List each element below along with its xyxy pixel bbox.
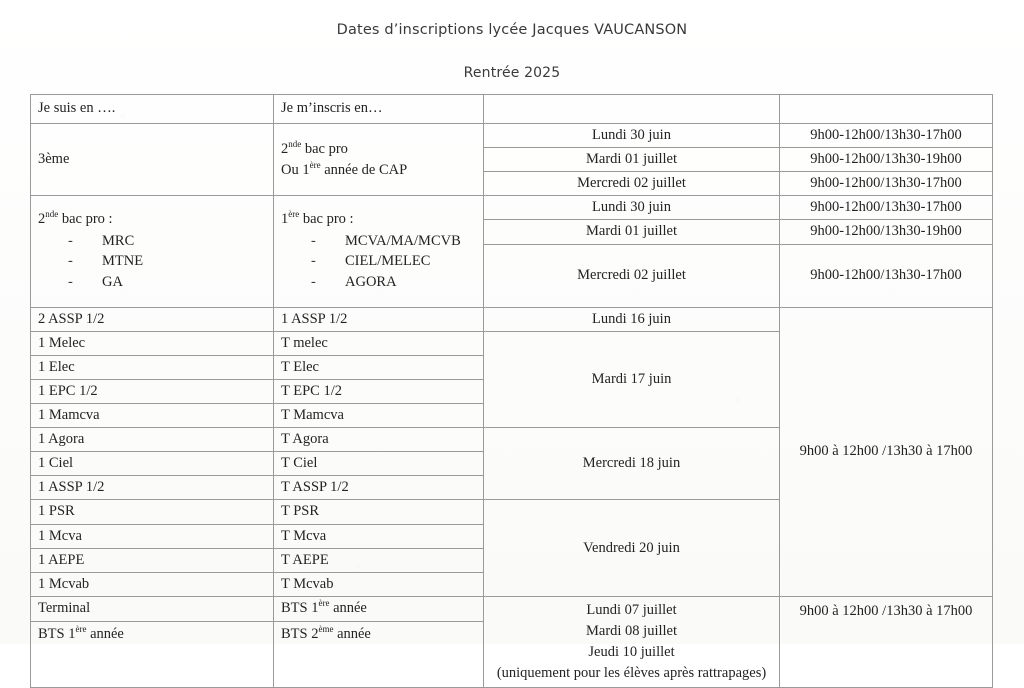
table-row: 1 Ciel T Ciel [30, 451, 993, 477]
cell-to: T PSR [273, 499, 484, 525]
cell-to: T Mcvab [273, 571, 484, 597]
cell-date: Lundi 07 juillet [586, 601, 677, 618]
table-row: 1 Mcvab T Mcvab [30, 571, 993, 597]
cell-time: 9h00-12h00/13h30-17h00 [779, 171, 993, 197]
cell-date: Vendredi 20 juin [483, 499, 780, 597]
to-line-2: Ou 1ère année de CAP [281, 159, 408, 178]
table-row: 1 Mamcva T Mamcva [30, 402, 993, 429]
cell-from: 1 Elec [30, 354, 274, 380]
cell-time: 9h00-12h00/13h30-17h00 [779, 195, 993, 221]
cell-time: 9h00-12h00/13h30-17h00 [779, 243, 993, 308]
cell-from: 1 Mcva [30, 523, 274, 549]
to-line-1: 2nde bac pro [281, 138, 348, 157]
list-item: MTNE [68, 251, 266, 272]
cell-from: 1 ASSP 1/2 [30, 475, 274, 501]
cell-date: Lundi 16 juin [483, 306, 780, 332]
table-row: Mercredi 02 juillet 9h00-12h00/13h30-17h… [31, 171, 993, 197]
table-row: 1 Melec T melec Mardi 17 juin [30, 330, 993, 429]
cell-to: T AEPE [273, 547, 484, 573]
cell-to: T Mcva [273, 523, 484, 549]
cell-from: 1 EPC 1/2 [30, 378, 274, 404]
document-page: Dates d’inscriptions lycée Jacques VAUCA… [0, 0, 1024, 644]
cell-from-terminal: Terminal [30, 595, 274, 622]
cell-time-bts: 9h00 à 12h00 /13h30 à 17h00 [779, 595, 993, 688]
table-header-row: Je suis en …. Je m’inscris en… [30, 94, 993, 124]
cell-date: Mercredi 02 juillet [483, 243, 780, 308]
from-options-list: MRC MTNE GA [38, 231, 266, 293]
list-item: GA [68, 272, 266, 293]
list-item: MCVA/MA/MCVB [311, 231, 476, 252]
cell-from: 1 Ciel [30, 451, 274, 477]
cell-date-note: (uniquement pour les élèves après rattra… [496, 664, 767, 681]
header-cell-je-minscris-en: Je m’inscris en… [273, 94, 484, 124]
table-row: 1 AEPE T AEPE [30, 547, 993, 573]
cell-from: 1 Mamcva [30, 402, 274, 429]
table-row: 1 Agora T Agora Mercredi 18 juin [30, 427, 993, 501]
cell-from-3eme: 3ème [30, 122, 274, 197]
title-block: Dates d’inscriptions lycée Jacques VAUCA… [0, 22, 1024, 81]
list-item: AGORA [311, 272, 476, 293]
cell-time-shared: 9h00 à 12h00 /13h30 à 17h00 [779, 306, 993, 597]
group-title: 1ère bac pro : [281, 209, 354, 228]
table-row: 1 ASSP 1/2 T ASSP 1/2 [30, 475, 993, 501]
table-row: 2 ASSP 1/2 1 ASSP 1/2 Lundi 16 juin 9h00… [30, 306, 993, 597]
table-row: 3ème 2nde bac pro Ou 1ère année de CAP L… [30, 122, 993, 197]
table-row: Terminal BTS 1ère année Lundi 07 juillet… [30, 595, 993, 688]
table-row: Mardi 01 juillet 9h00-12h00/13h30-19h00 [31, 147, 993, 173]
schedule-table: Je suis en …. Je m’inscris en… 3ème 2nde… [30, 94, 993, 688]
cell-to: T Elec [273, 354, 484, 380]
table-row: Mercredi 02 juillet 9h00-12h00/13h30-17h… [31, 243, 993, 308]
cell-date-group-bts: Lundi 07 juillet Mardi 08 juillet Jeudi … [483, 595, 780, 688]
cell-date: Jeudi 10 juillet [588, 643, 675, 660]
to-options-list: MCVA/MA/MCVB CIEL/MELEC AGORA [281, 231, 476, 293]
cell-date: Mercredi 02 juillet [483, 171, 780, 197]
cell-from: 1 Mcvab [30, 571, 274, 597]
cell-date: Mardi 08 juillet [585, 622, 677, 639]
cell-to: T ASSP 1/2 [273, 475, 484, 501]
header-cell-horaires [779, 94, 993, 124]
cell-from: 1 PSR [30, 499, 274, 525]
table-row: 2nde bac pro : MRC MTNE GA 1ère bac pro … [30, 195, 993, 308]
cell-to-bts2: BTS 2ème année [273, 620, 484, 688]
page-title: Dates d’inscriptions lycée Jacques VAUCA… [336, 22, 688, 38]
cell-to-bts1: BTS 1ère année [273, 595, 484, 622]
cell-to: T Ciel [273, 451, 484, 477]
table-row: 1 EPC 1/2 T EPC 1/2 [30, 378, 993, 404]
cell-time: 9h00-12h00/13h30-19h00 [779, 219, 993, 245]
cell-date: Mardi 01 juillet [483, 219, 780, 245]
table-row: 1 Elec T Elec [30, 354, 993, 380]
cell-to: T EPC 1/2 [273, 378, 484, 404]
cell-to-1ere-bac-pro-list: 1ère bac pro : MCVA/MA/MCVB CIEL/MELEC A… [273, 195, 484, 308]
table-row: 1 PSR T PSR Vendredi 20 juin [30, 499, 993, 597]
cell-time: 9h00-12h00/13h30-17h00 [779, 122, 993, 149]
cell-from-bts1: BTS 1ère année [30, 620, 274, 688]
cell-date: Lundi 30 juin [483, 195, 780, 221]
cell-from-2nde-bac-pro-list: 2nde bac pro : MRC MTNE GA [30, 195, 274, 308]
page-subtitle: Rentrée 2025 [463, 65, 561, 82]
cell-date: Mercredi 18 juin [483, 427, 780, 501]
cell-time: 9h00-12h00/13h30-19h00 [779, 147, 993, 173]
group-title: 2nde bac pro : [38, 209, 113, 228]
cell-date: Lundi 30 juin [483, 122, 780, 149]
cell-from: 2 ASSP 1/2 [30, 306, 274, 332]
table-row: 1 Mcva T Mcva [30, 523, 993, 549]
cell-to: 1 ASSP 1/2 [273, 306, 484, 332]
cell-from: 1 Agora [30, 427, 274, 453]
list-item: CIEL/MELEC [311, 251, 476, 272]
cell-from: 1 AEPE [30, 547, 274, 573]
cell-from: 1 Melec [30, 330, 274, 356]
cell-date: Mardi 17 juin [483, 330, 780, 429]
cell-to-2nde-bac-pro: 2nde bac pro Ou 1ère année de CAP [273, 122, 484, 197]
cell-date: Mardi 01 juillet [483, 147, 780, 173]
table-row: Mardi 01 juillet 9h00-12h00/13h30-19h00 [31, 219, 993, 245]
cell-to: T Mamcva [273, 402, 484, 429]
header-cell-je-suis-en: Je suis en …. [30, 94, 274, 124]
cell-to: T melec [273, 330, 484, 356]
header-cell-dates [483, 94, 780, 124]
list-item: MRC [68, 231, 266, 252]
schedule-table-wrapper: Je suis en …. Je m’inscris en… 3ème 2nde… [30, 94, 993, 688]
cell-to: T Agora [273, 427, 484, 453]
